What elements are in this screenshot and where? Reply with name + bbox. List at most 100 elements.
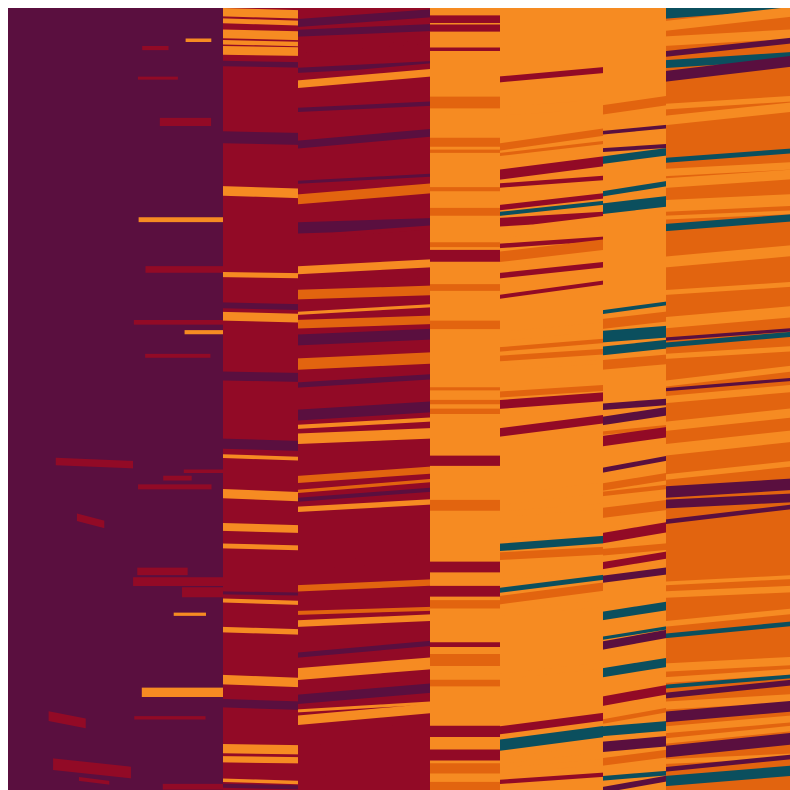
- stripe: [298, 417, 430, 429]
- stripe: [500, 482, 603, 506]
- stripe: [666, 478, 790, 498]
- stripe: [223, 454, 298, 461]
- stripe: [603, 148, 666, 164]
- stripe: [223, 488, 298, 502]
- stripe: [223, 186, 298, 199]
- stripe: [603, 311, 666, 329]
- stripe: [666, 102, 790, 126]
- stripe: [298, 345, 430, 354]
- stripe: [298, 723, 430, 742]
- stripe: [223, 721, 298, 734]
- stripe: [500, 701, 603, 724]
- stripe: [500, 359, 603, 371]
- stripe: [603, 601, 666, 621]
- stripe: [666, 656, 790, 672]
- stripe: [184, 330, 223, 335]
- stripe: [430, 231, 500, 239]
- stripe: [430, 149, 500, 153]
- stripe: [603, 626, 666, 640]
- stripe: [223, 438, 298, 451]
- stripe: [430, 242, 500, 248]
- stripe: [298, 229, 430, 245]
- stripe: [500, 211, 603, 227]
- stripe: [298, 39, 430, 54]
- stripe: [134, 716, 206, 720]
- stripe: [223, 543, 298, 551]
- stripe: [223, 756, 298, 764]
- stripe: [666, 148, 790, 163]
- stripe: [666, 328, 790, 341]
- stripe: [666, 385, 790, 404]
- stripe: [53, 758, 131, 779]
- stripe: [500, 193, 603, 211]
- stripe: [430, 561, 500, 573]
- stripe: [666, 725, 790, 744]
- stripe: [298, 374, 430, 388]
- stripe: [430, 399, 500, 405]
- stripe: [500, 652, 603, 672]
- stripe: [298, 703, 430, 725]
- stripe: [298, 626, 430, 643]
- stripe: [666, 694, 790, 710]
- stripe: [603, 473, 666, 491]
- stripe: [430, 192, 500, 204]
- stripe: [298, 33, 430, 43]
- stripe: [603, 95, 666, 115]
- stripe: [666, 754, 790, 772]
- stripe: [173, 612, 206, 616]
- stripe: [430, 249, 500, 262]
- stripe: [223, 272, 298, 279]
- stripe: [298, 180, 430, 194]
- stripe: [145, 353, 211, 358]
- stripe: [223, 363, 298, 371]
- stripe: [500, 582, 603, 605]
- stripe: [298, 24, 430, 37]
- stripe: [223, 60, 298, 68]
- stripe: [133, 320, 223, 325]
- stripe: [666, 282, 790, 295]
- stripe: [298, 225, 430, 239]
- stripe: [159, 117, 212, 127]
- stripe: [666, 732, 790, 758]
- stripe: [666, 346, 790, 359]
- stripe: [430, 96, 500, 109]
- stripe: [603, 500, 666, 518]
- stripe: [430, 15, 500, 24]
- stripe: [298, 614, 430, 627]
- stripe: [603, 196, 666, 214]
- stripe: [603, 427, 666, 447]
- stripe: [141, 687, 223, 698]
- stripe: [603, 455, 666, 473]
- stripe: [430, 725, 500, 737]
- stripe: [430, 653, 500, 666]
- stripe: [666, 585, 790, 598]
- stripe: [298, 268, 430, 286]
- stripe: [223, 418, 298, 425]
- stripe: [223, 463, 298, 475]
- stripe: [500, 99, 603, 116]
- stripe: [223, 674, 298, 688]
- stripe: [430, 360, 500, 372]
- stripe: [298, 428, 430, 445]
- stripe: [298, 315, 430, 329]
- stripe: [223, 698, 298, 710]
- stripe: [603, 657, 666, 678]
- stripe: [500, 140, 603, 157]
- stripe: [500, 280, 603, 299]
- stripe: [666, 715, 790, 734]
- stripe: [137, 567, 188, 576]
- stripe: [298, 499, 430, 513]
- stripe: [223, 626, 298, 635]
- stripe: [666, 52, 790, 69]
- stripe: [223, 302, 298, 311]
- stripe: [298, 128, 430, 149]
- stripe: [430, 175, 500, 185]
- stripe: [500, 415, 603, 437]
- stripe: [666, 430, 790, 456]
- stripe: [500, 662, 603, 680]
- stripe: [603, 301, 666, 314]
- stripe: [223, 8, 298, 19]
- stripe: [500, 156, 603, 180]
- stripe: [430, 499, 500, 511]
- stripe: [430, 688, 500, 701]
